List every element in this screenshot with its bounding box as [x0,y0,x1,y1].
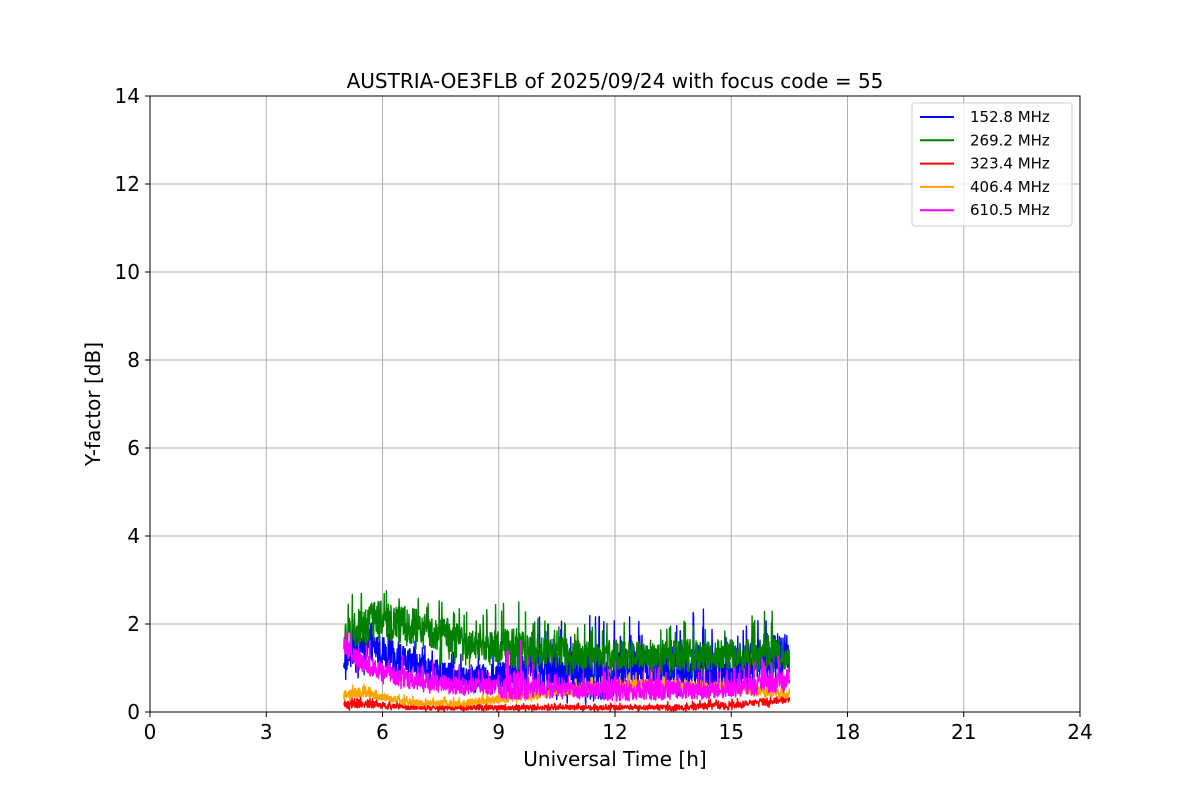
y-tick-label: 4 [127,524,140,548]
series-line-4 [343,631,791,702]
x-tick-label: 24 [1067,720,1092,744]
x-tick-label: 6 [376,720,389,744]
y-tick-label: 10 [115,260,140,284]
x-tick-label: 3 [260,720,273,744]
legend: 152.8 MHz 269.2 MHz 323.4 MHz 406.4 MHz 610.… [911,102,1073,227]
y-tick-label: 2 [127,612,140,636]
y-axis-label: Y-factor [dB] [81,342,105,467]
x-tick-label: 9 [492,720,505,744]
x-tick-label: 18 [835,720,860,744]
x-tick-label: 0 [144,720,157,744]
legend-box [911,102,1073,227]
series-line-1 [343,590,791,678]
x-axis-label: Universal Time [h] [523,747,706,771]
chart-title: AUSTRIA-OE3FLB of 2025/09/24 with focus … [347,69,884,93]
legend-label: 269.2 MHz [970,131,1050,149]
y-tick-label: 12 [115,172,140,196]
legend-label: 152.8 MHz [970,108,1050,126]
x-tick-label: 12 [602,720,627,744]
y-tick-label: 14 [115,84,140,108]
series-layer [343,590,791,713]
y-tick-label: 8 [127,348,140,372]
x-tick-label: 21 [951,720,976,744]
legend-label: 610.5 MHz [970,201,1050,219]
legend-label: 323.4 MHz [970,155,1050,173]
y-tick-label: 0 [127,700,140,724]
y-tick-label: 6 [127,436,140,460]
legend-label: 406.4 MHz [970,178,1050,196]
x-tick-label: 15 [719,720,744,744]
